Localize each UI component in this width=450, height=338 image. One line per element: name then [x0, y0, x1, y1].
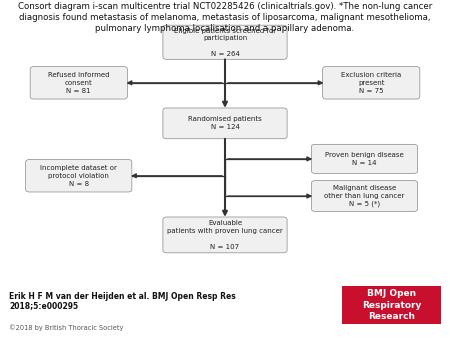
- FancyBboxPatch shape: [311, 144, 418, 173]
- FancyBboxPatch shape: [163, 217, 287, 253]
- FancyBboxPatch shape: [26, 160, 132, 192]
- FancyBboxPatch shape: [323, 67, 420, 99]
- Text: Exclusion criteria
present
N = 75: Exclusion criteria present N = 75: [341, 72, 401, 94]
- Text: Proven benign disease
N = 14: Proven benign disease N = 14: [325, 152, 404, 166]
- Text: Consort diagram i-scan multicentre trial NCT02285426 (clinicaltrials.gov). *The : Consort diagram i-scan multicentre trial…: [18, 2, 432, 33]
- Text: Erik H F M van der Heijden et al. BMJ Open Resp Res: Erik H F M van der Heijden et al. BMJ Op…: [9, 292, 236, 301]
- Text: Evaluable
patients with proven lung cancer

N = 107: Evaluable patients with proven lung canc…: [167, 220, 283, 249]
- FancyBboxPatch shape: [342, 286, 441, 324]
- FancyBboxPatch shape: [30, 67, 127, 99]
- Text: Incomplete dataset or
protocol violation
N = 8: Incomplete dataset or protocol violation…: [40, 165, 117, 187]
- FancyBboxPatch shape: [311, 180, 418, 212]
- Text: 2018;5:e000295: 2018;5:e000295: [9, 301, 78, 311]
- Text: Randomised patients
N = 124: Randomised patients N = 124: [188, 117, 262, 130]
- Text: Malignant disease
other than lung cancer
N = 5 (*): Malignant disease other than lung cancer…: [324, 185, 405, 207]
- Text: BMJ Open
Respiratory
Research: BMJ Open Respiratory Research: [362, 289, 421, 321]
- Text: Eligible patients screened for
participation

N = 264: Eligible patients screened for participa…: [174, 28, 276, 57]
- Text: Refused informed
consent
N = 81: Refused informed consent N = 81: [48, 72, 109, 94]
- FancyBboxPatch shape: [163, 25, 287, 59]
- FancyBboxPatch shape: [163, 108, 287, 139]
- Text: ©2018 by British Thoracic Society: ©2018 by British Thoracic Society: [9, 324, 123, 331]
